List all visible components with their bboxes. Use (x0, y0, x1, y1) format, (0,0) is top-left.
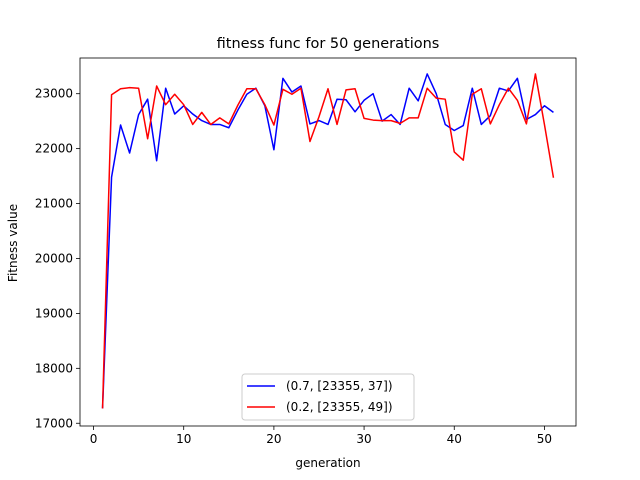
x-axis-label: generation (295, 456, 360, 470)
y-tick-label: 20000 (35, 251, 73, 265)
x-tick-label: 0 (90, 432, 98, 446)
legend: (0.7, [23355, 37]) (0.2, [23355, 49]) (241, 373, 415, 421)
legend-label-1: (0.7, [23355, 37]) (286, 379, 393, 393)
x-tick-label: 10 (176, 432, 191, 446)
legend-box (241, 373, 415, 421)
x-tick-label: 30 (356, 432, 371, 446)
y-tick-label: 21000 (35, 197, 73, 211)
y-tick-label: 17000 (35, 416, 73, 430)
axes-frame (79, 57, 577, 427)
legend-label-2: (0.2, [23355, 49]) (286, 400, 393, 414)
x-tick-label: 20 (266, 432, 281, 446)
series-line-2 (101, 73, 555, 409)
y-tick-label: 19000 (35, 306, 73, 320)
plot-area: 0 10 20 30 40 50 17000 18000 19000 20000 21000 2200… (35, 57, 577, 446)
chart-title: fitness func for 50 generations (217, 36, 440, 52)
y-axis-label: Fitness value (6, 204, 20, 282)
y-tick-label: 18000 (35, 361, 73, 375)
y-tick-label: 22000 (35, 142, 73, 156)
series-line-1 (101, 73, 554, 409)
y-tick-label: 23000 (35, 87, 73, 101)
x-tick-label: 50 (537, 432, 552, 446)
x-tick-label: 40 (447, 432, 462, 446)
